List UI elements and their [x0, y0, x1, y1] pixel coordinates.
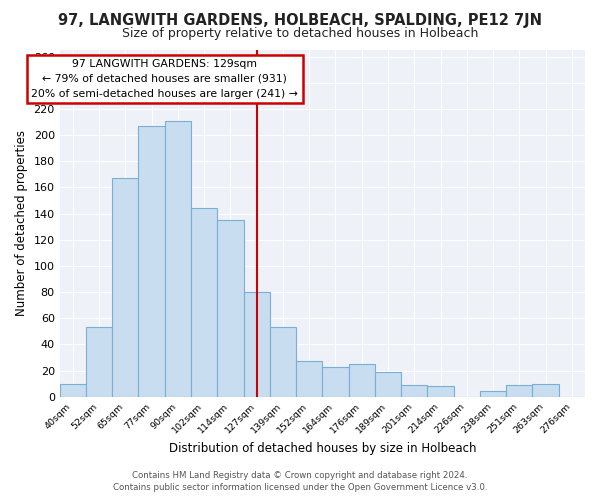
Bar — [139, 126, 165, 396]
Bar — [349, 364, 375, 396]
X-axis label: Distribution of detached houses by size in Holbeach: Distribution of detached houses by size … — [169, 442, 476, 455]
Bar — [375, 372, 401, 396]
Text: 97 LANGWITH GARDENS: 129sqm
← 79% of detached houses are smaller (931)
20% of se: 97 LANGWITH GARDENS: 129sqm ← 79% of det… — [31, 59, 298, 99]
Bar — [427, 386, 454, 396]
Text: Contains HM Land Registry data © Crown copyright and database right 2024.
Contai: Contains HM Land Registry data © Crown c… — [113, 471, 487, 492]
Bar — [217, 220, 244, 396]
Bar — [322, 366, 349, 396]
Bar — [480, 392, 506, 396]
Bar — [244, 292, 270, 397]
Bar — [532, 384, 559, 396]
Text: Size of property relative to detached houses in Holbeach: Size of property relative to detached ho… — [122, 28, 478, 40]
Bar — [165, 120, 191, 396]
Bar — [191, 208, 217, 396]
Bar — [506, 385, 532, 396]
Bar — [86, 328, 112, 396]
Bar — [296, 362, 322, 396]
Text: 97, LANGWITH GARDENS, HOLBEACH, SPALDING, PE12 7JN: 97, LANGWITH GARDENS, HOLBEACH, SPALDING… — [58, 12, 542, 28]
Bar — [112, 178, 139, 396]
Bar — [59, 384, 86, 396]
Y-axis label: Number of detached properties: Number of detached properties — [15, 130, 28, 316]
Bar — [401, 385, 427, 396]
Bar — [270, 328, 296, 396]
